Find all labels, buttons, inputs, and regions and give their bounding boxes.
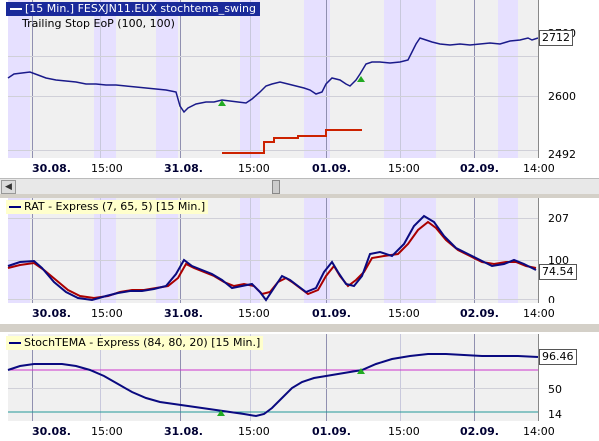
stochtema-pane-title-text: StochTEMA - Express (84, 80, 20) [15 Min…: [24, 336, 260, 349]
stochtema-pane[interactable]: 50 14 96.46 StochTEMA - Express (84, 80,…: [0, 334, 599, 421]
rat-y-label-207: 207: [548, 212, 569, 225]
stochtema-x-axis: 30.08. 15:00 31.08. 15:00 01.09. 15:00 0…: [0, 421, 599, 441]
price-pane-title-text: [15 Min.] FESXJN11.EUX stochtema_swing: [25, 2, 256, 15]
pane-separator[interactable]: [0, 324, 599, 332]
scroll-left-icon[interactable]: ◀: [1, 180, 16, 194]
stoch-last-value-badge: 96.46: [539, 349, 577, 365]
x-label: 31.08.: [164, 425, 203, 438]
x-label: 14:00: [523, 425, 555, 438]
rat-pane[interactable]: 207 100 0 74.54 RAT - Express (7, 65, 5)…: [0, 198, 599, 303]
horizontal-scrollbar[interactable]: ◀: [0, 178, 599, 195]
x-label: 30.08.: [32, 162, 71, 175]
x-label: 14:00: [523, 307, 555, 320]
rat-pane-title[interactable]: RAT - Express (7, 65, 5) [15 Min.]: [6, 200, 208, 214]
stoch-y-label-50: 50: [548, 383, 562, 396]
stochtema-line: [8, 354, 538, 416]
x-label: 31.08.: [164, 307, 203, 320]
x-label: 02.09.: [460, 425, 499, 438]
scroll-thumb[interactable]: [272, 180, 280, 194]
x-label: 01.09.: [312, 162, 351, 175]
price-pane-title[interactable]: [15 Min.] FESXJN11.EUX stochtema_swing: [6, 2, 260, 16]
stochtema-pane-title[interactable]: StochTEMA - Express (84, 80, 20) [15 Min…: [6, 336, 263, 350]
x-label: 15:00: [238, 162, 270, 175]
rat-last-value-badge: 74.54: [539, 264, 577, 280]
x-label: 02.09.: [460, 307, 499, 320]
x-label: 02.09.: [460, 162, 499, 175]
x-label: 15:00: [388, 425, 420, 438]
x-label: 01.09.: [312, 307, 351, 320]
x-label: 15:00: [388, 162, 420, 175]
rat-x-axis: 30.08. 15:00 31.08. 15:00 01.09. 15:00 0…: [0, 303, 599, 323]
x-label: 15:00: [388, 307, 420, 320]
price-last-value-badge: 2712: [539, 30, 573, 46]
stoch-y-label-14: 14: [548, 408, 562, 421]
x-label: 30.08.: [32, 307, 71, 320]
rat-slow-line: [8, 222, 536, 298]
x-label: 15:00: [91, 307, 123, 320]
x-label: 15:00: [238, 425, 270, 438]
trailing-stop-line: [222, 130, 362, 153]
rat-fast-line: [8, 216, 536, 300]
price-x-axis: 30.08. 15:00 31.08. 15:00 01.09. 15:00 0…: [0, 158, 599, 178]
trailing-stop-label: Trailing Stop EoP (100, 100): [22, 17, 175, 30]
x-label: 30.08.: [32, 425, 71, 438]
x-label: 14:00: [523, 162, 555, 175]
price-pane[interactable]: 2700 2600 2492 2712 [15 Min.] FESXJN11.E…: [0, 0, 599, 158]
rat-pane-title-text: RAT - Express (7, 65, 5) [15 Min.]: [24, 200, 205, 213]
x-label: 31.08.: [164, 162, 203, 175]
price-series-line: [8, 38, 538, 112]
x-label: 15:00: [238, 307, 270, 320]
price-y-label-2600: 2600: [548, 90, 576, 103]
x-label: 15:00: [91, 162, 123, 175]
x-label: 01.09.: [312, 425, 351, 438]
x-label: 15:00: [91, 425, 123, 438]
